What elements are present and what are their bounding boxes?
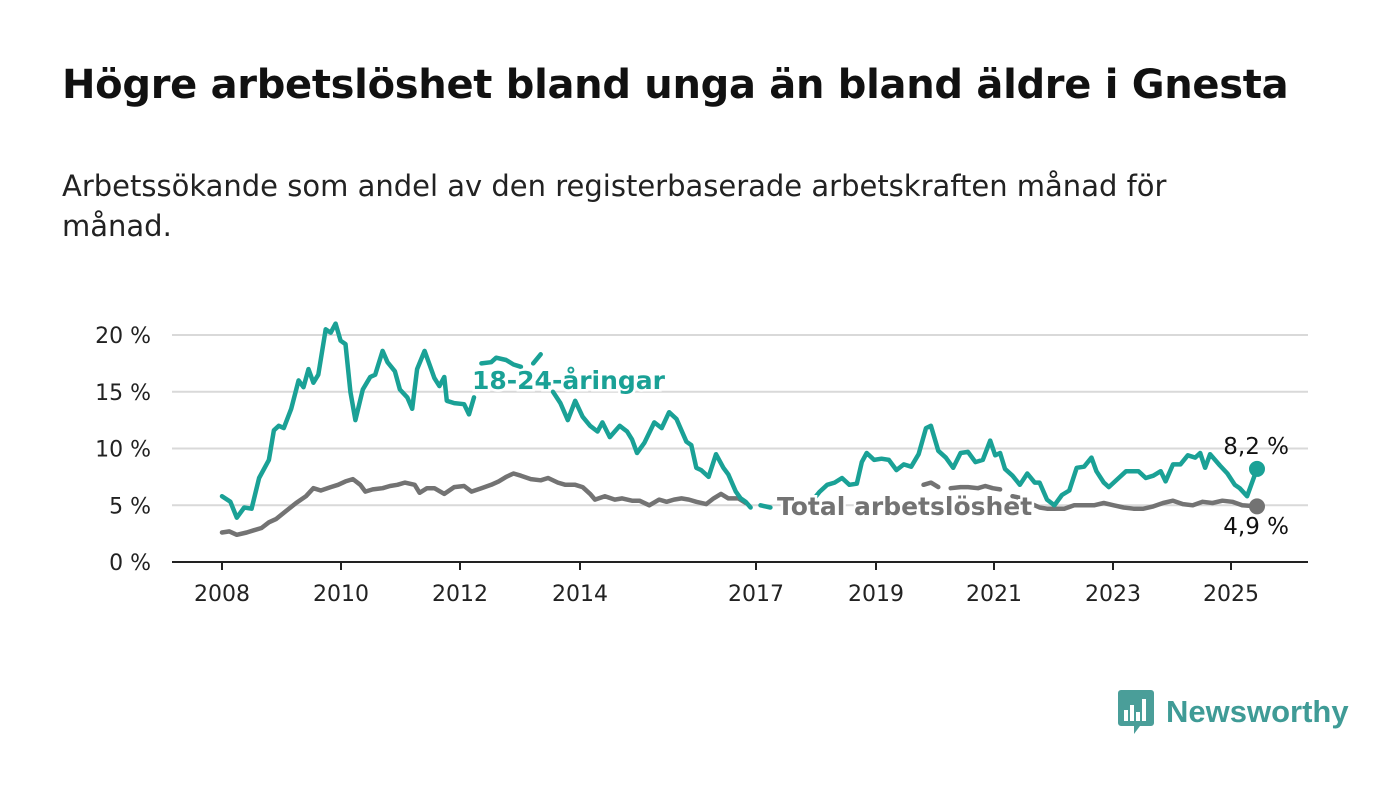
series-line-total (921, 480, 941, 490)
series-lines (219, 321, 1260, 538)
series-label-youth: 18-24-åringar (472, 366, 666, 395)
series-line-youth (810, 423, 1260, 508)
brand-name: Newsworthy (1166, 694, 1349, 729)
y-tick-label: 15 % (95, 381, 151, 406)
series-line-youth (758, 503, 773, 510)
youth-end-point (1249, 460, 1265, 477)
series-line-youth (550, 389, 753, 510)
series-line-youth (530, 352, 543, 366)
newsworthy-logo: Newsworthy (1118, 690, 1349, 734)
x-axis-ticks: 2008 2010 2012 2014 2017 2019 2021 2023 2025 (194, 562, 1259, 607)
series-line-total (219, 471, 748, 538)
youth-end-label: 8,2 % (1223, 434, 1289, 460)
y-axis-ticks: 0 % 5 % 10 % 15 % 20 % (95, 324, 151, 576)
x-tick-label: 2014 (552, 582, 608, 607)
series-line-total (1010, 493, 1260, 511)
total-end-label: 4,9 % (1223, 514, 1289, 540)
y-tick-label: 20 % (95, 324, 151, 349)
x-tick-label: 2019 (848, 582, 904, 607)
x-tick-label: 2010 (313, 582, 369, 607)
series-line-youth (219, 321, 477, 520)
series-line-youth (479, 355, 524, 370)
chart-subtitle: Arbetssökande som andel av den registerb… (62, 169, 1167, 243)
series-line-total (948, 483, 1003, 492)
series-label-total: Total arbetslöshet (777, 492, 1032, 521)
y-tick-label: 0 % (109, 551, 151, 576)
series-line-youth (785, 495, 800, 506)
x-tick-label: 2017 (728, 582, 784, 607)
series-labels: 18-24-åringar Total arbetslöshet 8,2 % 4… (470, 364, 1290, 541)
x-tick-label: 2023 (1085, 582, 1141, 607)
x-tick-label: 2008 (194, 582, 250, 607)
y-tick-label: 10 % (95, 438, 151, 463)
x-tick-label: 2021 (966, 582, 1022, 607)
x-tick-label: 2012 (432, 582, 488, 607)
chart-title: Högre arbetslöshet bland unga än bland ä… (62, 62, 1289, 108)
x-tick-label: 2025 (1203, 582, 1259, 607)
gridlines (172, 334, 1308, 507)
newsworthy-chart-bubble-icon (1118, 690, 1154, 734)
total-end-point (1249, 498, 1265, 515)
y-tick-label: 5 % (109, 494, 151, 519)
